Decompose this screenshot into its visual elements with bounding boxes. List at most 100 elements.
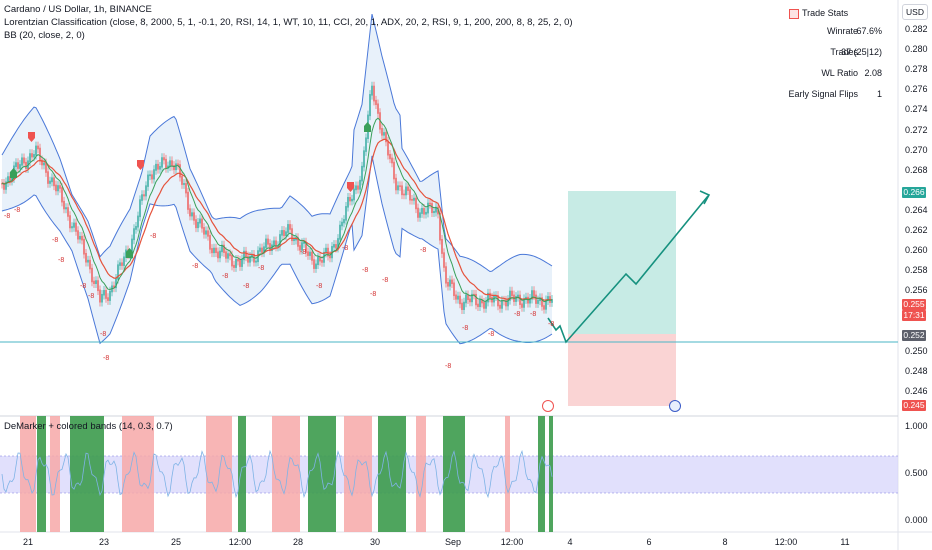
candle-body: [33, 154, 35, 158]
price-axis-label: 0.282: [905, 24, 928, 34]
currency-button[interactable]: USD: [902, 4, 928, 20]
candle-body: [515, 296, 517, 302]
candle-body: [383, 132, 385, 136]
candle-body: [59, 185, 61, 189]
candle-body: [209, 235, 211, 250]
candle-body: [425, 211, 427, 215]
candle-body: [297, 237, 299, 247]
price-axis-label: 0.260: [905, 245, 928, 256]
candle-body: [61, 187, 63, 203]
candle-body: [131, 238, 133, 255]
candle-body: [207, 230, 209, 237]
candle-body: [547, 296, 549, 301]
candle-body: [337, 238, 339, 249]
candle-body: [41, 159, 43, 166]
stats-value: 1: [876, 89, 882, 99]
candle-body: [175, 163, 177, 171]
candle-body: [487, 292, 489, 303]
candle-body: [455, 294, 457, 300]
candle-body: [479, 299, 481, 308]
candle-body: [345, 206, 347, 221]
lorentzian-indicator-label[interactable]: Lorentzian Classification (close, 8, 200…: [4, 17, 573, 28]
candle-body: [351, 198, 353, 202]
candle-body: [415, 197, 417, 210]
signal-label: -8: [150, 233, 156, 240]
candle-body: [249, 255, 251, 263]
stats-value: 2.08: [864, 68, 882, 78]
oscillator-axis-label: 0.000: [905, 515, 928, 525]
candle-body: [325, 247, 327, 254]
demarker-oversold-bar: [37, 416, 46, 532]
candle-body: [155, 163, 157, 171]
signal-label: -8: [243, 283, 249, 290]
candle-body: [275, 240, 277, 248]
signal-label: -8: [14, 207, 20, 214]
stats-label: Early Signal Flips: [788, 89, 858, 99]
buy-marker: [126, 248, 133, 258]
candle-body: [223, 244, 225, 253]
candle-body: [69, 215, 71, 229]
time-axis-label: 30: [369, 537, 380, 547]
candle-body: [181, 175, 183, 185]
candle-body: [201, 218, 203, 229]
candle-body: [517, 294, 519, 298]
candle-body: [183, 183, 185, 185]
demarker-oversold-bar: [538, 416, 545, 532]
candle-body: [137, 215, 139, 228]
candle-body: [255, 260, 257, 263]
candle-body: [213, 247, 215, 254]
candle-body: [227, 253, 229, 259]
candle-body: [431, 203, 433, 214]
candle-body: [417, 207, 419, 218]
candle-body: [453, 282, 455, 297]
candle-body: [67, 207, 69, 217]
candle-body: [391, 157, 393, 164]
candle-body: [187, 191, 189, 210]
candle-body: [3, 183, 5, 190]
candle-body: [51, 177, 53, 183]
candle-body: [499, 304, 501, 309]
candle-body: [387, 140, 389, 156]
candle-body: [9, 176, 11, 182]
candle-body: [203, 227, 205, 235]
demarker-indicator-label[interactable]: DeMarker + colored bands (14, 0.3, 0.7): [4, 421, 173, 432]
candle-body: [341, 221, 343, 227]
candle-body: [163, 157, 165, 161]
signal-label: -8: [316, 283, 322, 290]
signal-label: -8: [58, 257, 64, 264]
candle-body: [65, 207, 67, 210]
line-price-tag: 0.252: [902, 330, 926, 341]
candle-body: [381, 128, 383, 136]
target-price-tag: 0.266: [902, 187, 926, 198]
candle-body: [407, 186, 409, 191]
candle-body: [63, 200, 65, 210]
candle-body: [91, 267, 93, 283]
candle-body: [399, 185, 401, 187]
candle-body: [161, 157, 163, 168]
time-axis-label: Sep: [444, 537, 461, 547]
candle-body: [433, 211, 435, 214]
candle-body: [11, 177, 13, 182]
candle-body: [359, 179, 361, 190]
candle-body: [307, 251, 309, 256]
candle-body: [133, 228, 135, 241]
ema-slow-line: [1, 138, 553, 301]
candle-body: [185, 183, 187, 194]
candle-body: [403, 193, 405, 196]
candle-body: [369, 94, 371, 117]
candle-body: [317, 256, 319, 266]
time-axis-label: 25: [170, 537, 181, 547]
candle-body: [171, 160, 173, 167]
candle-body: [93, 280, 95, 285]
candle-body: [279, 234, 281, 247]
countdown-tag: 17:31: [902, 310, 926, 321]
candle-body: [349, 196, 351, 202]
symbol-title[interactable]: Cardano / US Dollar, 1h, BINANCE: [4, 4, 152, 15]
candle-body: [385, 132, 387, 143]
candle-body: [321, 259, 323, 263]
ema-fast-line: [1, 117, 553, 303]
bb-indicator-label[interactable]: BB (20, close, 2, 0): [4, 30, 85, 41]
candle-body: [541, 297, 543, 307]
